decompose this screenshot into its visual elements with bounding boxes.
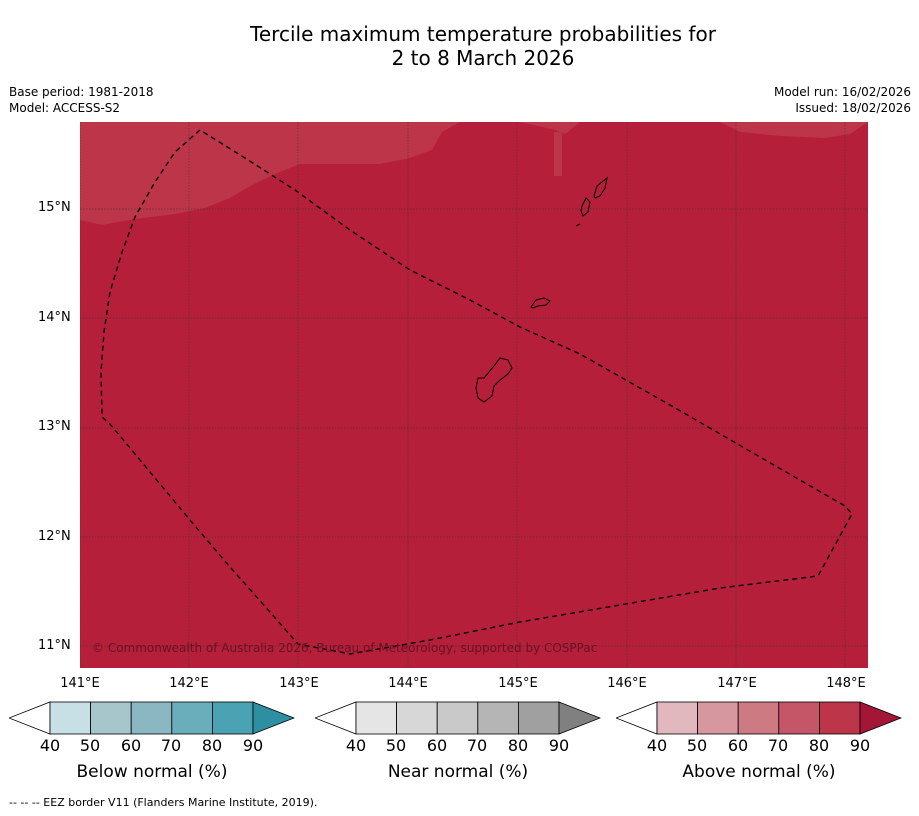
colorbar-above-tick-50: 50 [686, 736, 708, 755]
colorbar-below-label: Below normal (%) [76, 762, 228, 782]
colorbar-near-under [315, 701, 357, 735]
meta-left: Base period: 1981-2018 Model: ACCESS-S2 [9, 84, 154, 116]
colorbar-near-bin-1 [396, 701, 438, 735]
colorbar-below-tick-60: 60 [120, 736, 142, 755]
colorbar-below-tick-70: 70 [160, 736, 182, 755]
colorbar-below-tick-40: 40 [39, 736, 61, 755]
model-name: Model: ACCESS-S2 [9, 101, 121, 115]
colorbar-near [315, 701, 601, 735]
colorbar-near-tick-50: 50 [385, 736, 407, 755]
colorbar-above-over [859, 701, 902, 735]
lon-label-144e: 144°E [388, 676, 428, 691]
lon-label-145e: 145°E [498, 676, 538, 691]
lat-label-14n: 14°N [38, 310, 71, 325]
lat-label-13n: 13°N [38, 419, 71, 434]
colorbar-near-bin-2 [436, 701, 479, 735]
map-svg [80, 122, 868, 668]
saipan-island [593, 176, 608, 199]
guam-island [475, 357, 513, 403]
colorbar-above-bin-0 [656, 701, 698, 735]
probability-field-80-90 [80, 122, 868, 668]
colorbar-above-bin-3 [778, 701, 820, 735]
colorbar-below-tick-80: 80 [201, 736, 223, 755]
lat-label-15n: 15°N [38, 200, 71, 215]
graticule [80, 122, 868, 668]
colorbar-near-bin-3 [477, 701, 519, 735]
copyright-notice: © Commonwealth of Australia 2026, Bureau… [92, 641, 598, 655]
map-area [80, 122, 868, 668]
colorbar-near-tick-70: 70 [466, 736, 488, 755]
islands [475, 176, 608, 403]
colorbar-near-over [558, 701, 601, 735]
map-title-line-2: 2 to 8 March 2026 [391, 46, 575, 70]
colorbar-below-bin-1 [90, 701, 132, 735]
colorbar-near-label: Near normal (%) [387, 762, 529, 782]
colorbar-near-bin-4 [517, 701, 560, 735]
lon-label-146e: 146°E [607, 676, 647, 691]
lat-label-11n: 11°N [38, 638, 71, 653]
colorbar-below-bin-0 [49, 701, 91, 735]
base-period: Base period: 1981-2018 [9, 85, 154, 99]
colorbar-above [616, 701, 902, 735]
colorbar-below-bin-2 [130, 701, 173, 735]
colorbar-above-tick-80: 80 [808, 736, 830, 755]
colorbar-above-tick-90: 90 [849, 736, 871, 755]
colorbar-above-under [616, 701, 658, 735]
colorbar-near-tick-40: 40 [345, 736, 367, 755]
lon-label-141e: 141°E [60, 676, 100, 691]
colorbar-above-bin-4 [818, 701, 861, 735]
colorbar-near-tick-60: 60 [426, 736, 448, 755]
colorbar-above-label: Above normal (%) [682, 762, 836, 782]
lon-label-147e: 147°E [717, 676, 757, 691]
eez-footer-note: -- -- -- EEZ border V11 (Flanders Marine… [9, 796, 318, 809]
lat-label-12n: 12°N [38, 529, 71, 544]
colorbar-above-tick-40: 40 [646, 736, 668, 755]
lon-label-143e: 143°E [279, 676, 319, 691]
colorbar-below-tick-50: 50 [79, 736, 101, 755]
colorbar-above-tick-70: 70 [767, 736, 789, 755]
colorbar-near-bin-0 [355, 701, 397, 735]
colorbar-below-over [252, 701, 295, 735]
issued-date: Issued: 18/02/2026 [795, 101, 911, 115]
colorbar-below-bin-4 [211, 701, 254, 735]
colorbar-below-under [9, 701, 51, 735]
model-run: Model run: 16/02/2026 [773, 85, 911, 99]
aguijan-island [575, 223, 581, 227]
map-title: Tercile maximum temperature probabilitie… [0, 22, 919, 70]
lon-label-148e: 148°E [826, 676, 866, 691]
lon-label-142e: 142°E [169, 676, 209, 691]
probability-field-70-80 [80, 122, 868, 225]
colorbar-below-tick-90: 90 [242, 736, 264, 755]
colorbar-below-bin-3 [171, 701, 213, 735]
colorbar-near-tick-90: 90 [548, 736, 570, 755]
colorbar-above-bin-1 [697, 701, 739, 735]
colorbar-above-bin-2 [737, 701, 780, 735]
meta-right: Model run: 16/02/2026 Issued: 18/02/2026 [774, 84, 911, 116]
colorbar-below [9, 701, 295, 735]
rota-island [530, 297, 551, 309]
colorbar-near-tick-80: 80 [507, 736, 529, 755]
colorbar-above-tick-60: 60 [727, 736, 749, 755]
map-title-line-1: Tercile maximum temperature probabilitie… [250, 22, 716, 46]
eez-border [100, 129, 853, 655]
tinian-island [580, 197, 591, 217]
